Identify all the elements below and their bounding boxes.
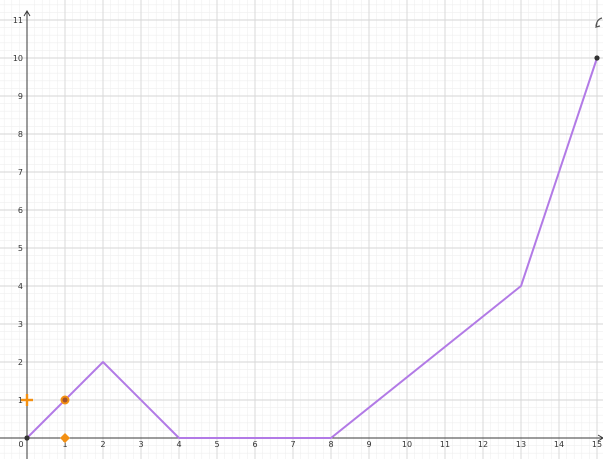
y-tick-label: 7	[18, 168, 23, 177]
x-tick-label: 6	[252, 440, 257, 449]
x-tick-label: 9	[366, 440, 371, 449]
x-tick-label: 4	[176, 440, 181, 449]
y-tick-label: 11	[13, 16, 23, 25]
y-tick-label: 10	[13, 54, 23, 63]
x-tick-label: 3	[138, 440, 143, 449]
curved-arrow-head	[595, 22, 601, 28]
x-tick-label: 7	[290, 440, 295, 449]
drag-handles[interactable]	[21, 394, 70, 443]
diamond-handle-icon[interactable]	[60, 433, 70, 443]
y-tick-label: 8	[18, 130, 23, 139]
curved-arrow-icon[interactable]	[595, 17, 603, 28]
x-tick-label: 2	[100, 440, 105, 449]
y-tick-label: 6	[18, 206, 23, 215]
x-tick-label: 5	[214, 440, 219, 449]
y-tick-label: 3	[18, 320, 23, 329]
plus-handle-icon[interactable]	[21, 394, 33, 406]
axes	[0, 10, 603, 459]
y-tick-label: 1	[18, 396, 23, 405]
x-tick-label: 1	[62, 440, 67, 449]
graph-points[interactable]	[24, 55, 600, 441]
y-tick-label: 2	[18, 358, 23, 367]
x-tick-label: 8	[328, 440, 333, 449]
y-tick-label: 9	[18, 92, 23, 101]
y-axis-tick-labels: 1 2 3 4 5 6 7 8 9 10 11	[13, 16, 23, 405]
graph-point[interactable]	[24, 435, 30, 441]
x-tick-label: 15	[592, 440, 602, 449]
graph-point[interactable]	[594, 55, 600, 61]
x-tick-label: 11	[440, 440, 450, 449]
x-tick-label: 0	[18, 440, 23, 449]
x-tick-label: 13	[516, 440, 526, 449]
y-axis-arrow-icon	[23, 10, 31, 17]
function-line[interactable]	[26, 57, 598, 439]
x-axis-tick-labels: 0 1 2 3 4 5 6 7 8 9 10 11 12 13 14 15	[18, 440, 602, 449]
function-graph[interactable]	[26, 57, 598, 439]
y-tick-label: 4	[18, 282, 23, 291]
x-tick-label: 14	[554, 440, 564, 449]
x-tick-label: 12	[478, 440, 488, 449]
circle-handle-icon[interactable]	[60, 395, 70, 405]
y-tick-label: 5	[18, 244, 23, 253]
x-tick-label: 10	[402, 440, 412, 449]
x-axis-arrow-icon	[597, 434, 603, 442]
